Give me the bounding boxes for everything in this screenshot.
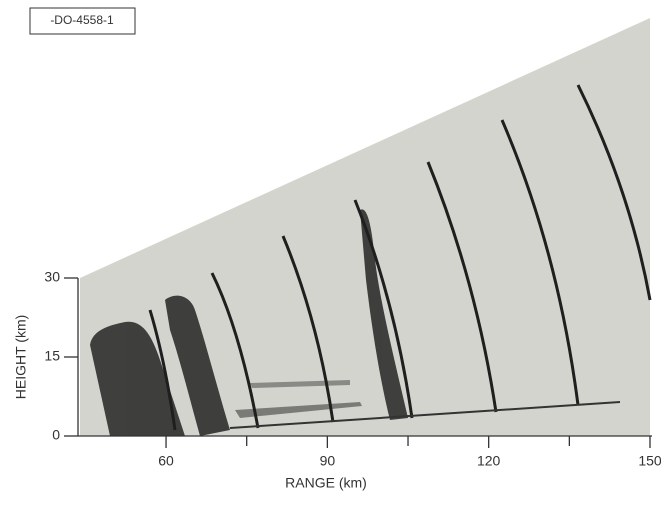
range-ring	[500, 119, 580, 406]
figure-id: -DO-4558-1	[50, 13, 114, 27]
range-ring	[210, 272, 260, 429]
ground-echo	[229, 401, 621, 429]
range-ring	[281, 235, 335, 423]
x-tick-label: 60	[158, 453, 174, 469]
y-tick-label: 0	[52, 427, 60, 443]
y-tick-label: 30	[44, 269, 60, 285]
range-ring	[353, 199, 414, 419]
echoes	[90, 209, 408, 436]
range-ring	[576, 84, 652, 301]
y-tick-label: 15	[44, 348, 60, 364]
y-axis-title: HEIGHT (km)	[13, 315, 29, 400]
x-axis-title: RANGE (km)	[285, 475, 367, 491]
range-ring	[426, 161, 498, 413]
x-tick-label: 150	[638, 453, 661, 469]
range-ring	[148, 309, 177, 431]
echo	[360, 209, 408, 420]
x-tick-label: 120	[477, 453, 501, 469]
echo	[165, 295, 230, 436]
range-rings	[148, 84, 652, 431]
figure-id-box	[29, 7, 136, 35]
x-tick-label: 90	[320, 453, 336, 469]
echo	[90, 321, 185, 436]
